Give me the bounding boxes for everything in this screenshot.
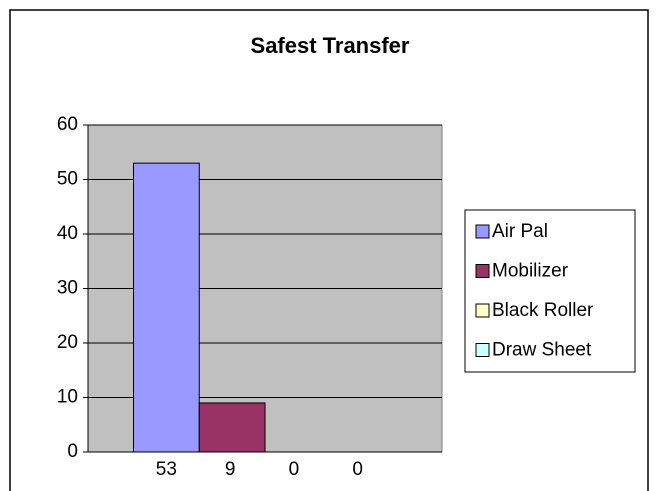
y-tick-label: 0 <box>67 441 78 462</box>
legend <box>464 209 636 373</box>
y-tick-label: 60 <box>57 114 78 135</box>
legend-label: Draw Sheet <box>492 340 592 361</box>
chart-title: Safest Transfer <box>251 33 410 58</box>
bar <box>198 402 266 453</box>
value-label: 53 <box>156 459 177 480</box>
value-label: 9 <box>225 459 236 480</box>
legend-swatch <box>475 224 490 239</box>
legend-label: Black Roller <box>492 300 594 321</box>
value-label: 0 <box>352 459 363 480</box>
y-tick-label: 30 <box>57 278 78 299</box>
y-tick-label: 10 <box>57 387 78 408</box>
value-label: 0 <box>289 459 300 480</box>
y-tick-label: 40 <box>57 223 78 244</box>
bar <box>133 162 200 453</box>
legend-swatch <box>475 264 490 278</box>
legend-swatch <box>475 343 490 357</box>
legend-label: Mobilizer <box>492 261 569 282</box>
y-tick-label: 20 <box>57 332 78 353</box>
legend-swatch <box>475 303 490 318</box>
y-tick-label: 50 <box>57 169 78 190</box>
legend-label: Air Pal <box>492 221 548 242</box>
